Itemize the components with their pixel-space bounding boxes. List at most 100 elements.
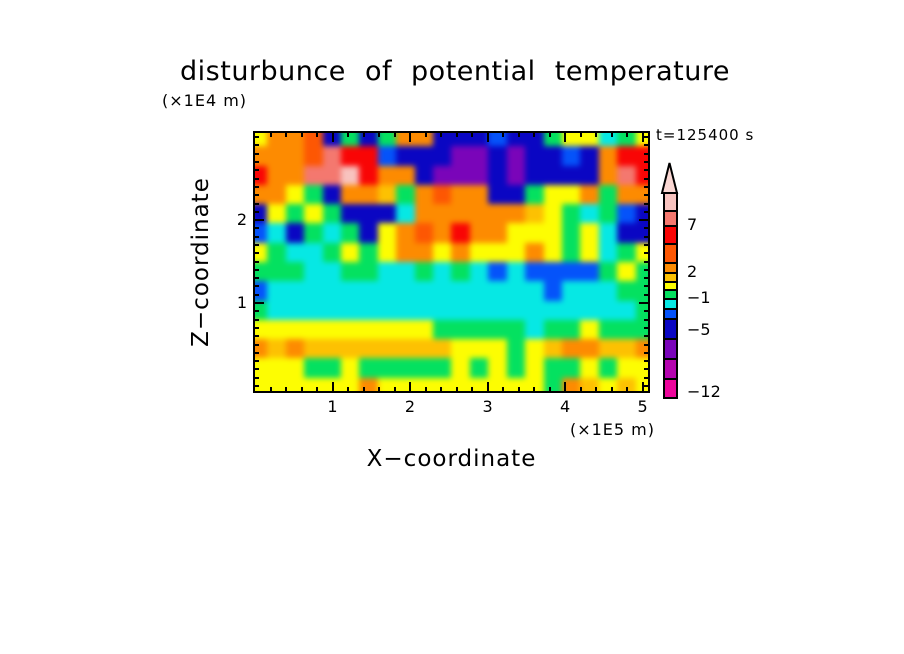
axis-tick [644, 293, 648, 296]
heatmap-cell [433, 165, 452, 185]
axis-tick [285, 387, 287, 391]
heatmap-cell [451, 281, 470, 301]
heatmap-cell [341, 300, 360, 320]
heatmap-cell [433, 133, 452, 147]
heatmap-cell [469, 339, 489, 359]
heatmap-cell [255, 262, 268, 282]
heatmap-cell [617, 133, 636, 147]
heatmap-cell [304, 281, 323, 301]
axis-tick [440, 387, 443, 391]
heatmap-cell [561, 300, 581, 320]
axis-tick [579, 387, 582, 391]
y-axis-title: Z−coordinate [185, 131, 217, 393]
heatmap-cell [561, 377, 581, 391]
heatmap-cell [433, 184, 452, 205]
axis-tick [486, 382, 489, 391]
chart-title: disturbunce of potential temperature [180, 56, 730, 87]
axis-tick [393, 387, 396, 391]
axis-tick [644, 210, 648, 213]
heatmap-cell [322, 184, 342, 205]
heatmap-cell [543, 262, 562, 282]
heatmap-cell [598, 204, 618, 224]
heatmap-cell [396, 165, 415, 185]
heatmap-cell [580, 319, 599, 340]
axis-tick [362, 387, 365, 391]
x-tick-label: 1 [327, 397, 338, 416]
heatmap-cell [341, 262, 360, 282]
axis-tick [517, 387, 520, 391]
heatmap-cell [377, 223, 397, 243]
heatmap-cell [580, 133, 599, 147]
heatmap-cell [580, 146, 599, 166]
colorbar-tick-label: −12 [687, 382, 721, 401]
heatmap-cell [543, 319, 562, 340]
axis-tick [347, 133, 350, 137]
axis-tick [644, 285, 648, 288]
heatmap-cell [598, 184, 618, 205]
axis-tick [269, 387, 272, 391]
axis-tick [424, 133, 427, 137]
axis-tick [255, 277, 259, 280]
axis-tick [255, 360, 259, 363]
heatmap-cell [396, 262, 415, 282]
heatmap-cell [359, 262, 378, 282]
heatmap-cell [469, 133, 489, 147]
axis-tick [269, 133, 272, 137]
heatmap-cell [543, 184, 562, 205]
heatmap-cell [525, 377, 544, 391]
axis-tick [641, 133, 644, 142]
heatmap-cell [322, 146, 342, 166]
heatmap-cell [561, 281, 581, 301]
axis-tick [644, 202, 648, 205]
heatmap-cell [359, 281, 378, 301]
axis-tick [255, 210, 259, 213]
axis-tick [331, 133, 334, 142]
heatmap-cell [433, 223, 452, 243]
axis-tick [644, 177, 648, 180]
heatmap-cell [598, 223, 618, 243]
heatmap-cell [255, 204, 268, 224]
heatmap-cell [433, 319, 452, 340]
heatmap-cell [433, 204, 452, 224]
heatmap-cell [341, 339, 360, 359]
axis-ticks-layer [255, 133, 648, 391]
heatmap-cell [359, 319, 378, 340]
heatmap-cell [561, 262, 581, 282]
heatmap-cell [506, 204, 526, 224]
heatmap-cell [617, 262, 636, 282]
axis-tick [378, 387, 381, 391]
heatmap-cell [488, 223, 507, 243]
heatmap-cell [304, 262, 323, 282]
heatmap-cell [341, 184, 360, 205]
axis-tick [255, 260, 259, 263]
heatmap-cell [598, 146, 618, 166]
x-axis-unit-label: (×1E5 m) [569, 420, 655, 439]
heatmap-cell [617, 358, 636, 378]
heatmap-cell [341, 204, 360, 224]
axis-tick [255, 136, 259, 139]
heatmap-cell [451, 358, 470, 378]
heatmap-cell [377, 339, 397, 359]
colorbar-segment [665, 274, 676, 283]
axis-tick [644, 376, 648, 379]
heatmap-cell [304, 358, 323, 378]
heatmap-cell [561, 242, 581, 262]
heatmap-cell [488, 262, 507, 282]
heatmap-cell [580, 339, 599, 359]
time-annotation: t=125400 s [656, 126, 755, 144]
heatmap-cell [377, 204, 397, 224]
axis-tick [644, 227, 648, 230]
heatmap-cell [255, 377, 268, 391]
heatmap-cell [525, 146, 544, 166]
heatmap-cell [267, 281, 286, 301]
heatmap-cell [322, 339, 342, 359]
heatmap-cell [469, 262, 489, 282]
heatmap-cell [561, 223, 581, 243]
axis-tick [255, 351, 259, 354]
heatmap-cell [561, 339, 581, 359]
heatmap-cell [377, 262, 397, 282]
heatmap-cell [377, 133, 397, 147]
axis-tick [255, 335, 259, 338]
heatmap-cell [488, 319, 507, 340]
heatmap-cell [414, 281, 434, 301]
